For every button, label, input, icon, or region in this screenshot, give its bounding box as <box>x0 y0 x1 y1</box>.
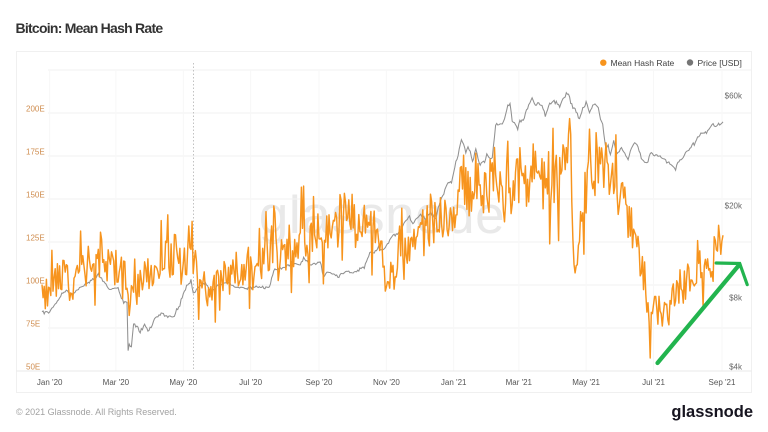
svg-text:75E: 75E <box>26 320 40 329</box>
svg-text:150E: 150E <box>26 191 45 200</box>
svg-text:125E: 125E <box>26 234 45 243</box>
svg-text:$60k: $60k <box>725 91 743 100</box>
svg-text:© 2021 Glassnode. All Rights R: © 2021 Glassnode. All Rights Reserved. <box>16 407 177 417</box>
svg-text:May '20: May '20 <box>169 378 197 387</box>
svg-text:175E: 175E <box>26 148 45 157</box>
svg-text:$8k: $8k <box>729 294 743 303</box>
svg-text:$20k: $20k <box>725 202 743 211</box>
svg-text:Mar '20: Mar '20 <box>103 378 130 387</box>
svg-text:May '21: May '21 <box>572 378 600 387</box>
svg-text:Jul '21: Jul '21 <box>642 378 665 387</box>
svg-text:Sep '21: Sep '21 <box>709 378 736 387</box>
svg-text:Nov '20: Nov '20 <box>373 378 400 387</box>
svg-text:50E: 50E <box>26 363 40 372</box>
svg-text:200E: 200E <box>26 105 45 114</box>
svg-text:100E: 100E <box>26 277 45 286</box>
svg-text:Jul '20: Jul '20 <box>239 378 262 387</box>
svg-text:Price [USD]: Price [USD] <box>698 58 742 68</box>
svg-text:glassnode: glassnode <box>671 403 753 421</box>
svg-text:$4k: $4k <box>729 362 743 371</box>
svg-text:Mar '21: Mar '21 <box>506 378 533 387</box>
svg-text:Jan '21: Jan '21 <box>441 378 467 387</box>
svg-text:Bitcoin: Mean Hash Rate: Bitcoin: Mean Hash Rate <box>16 20 164 36</box>
svg-text:Jan '20: Jan '20 <box>37 378 63 387</box>
svg-text:Sep '20: Sep '20 <box>306 378 333 387</box>
svg-text:Mean Hash Rate: Mean Hash Rate <box>611 58 675 68</box>
